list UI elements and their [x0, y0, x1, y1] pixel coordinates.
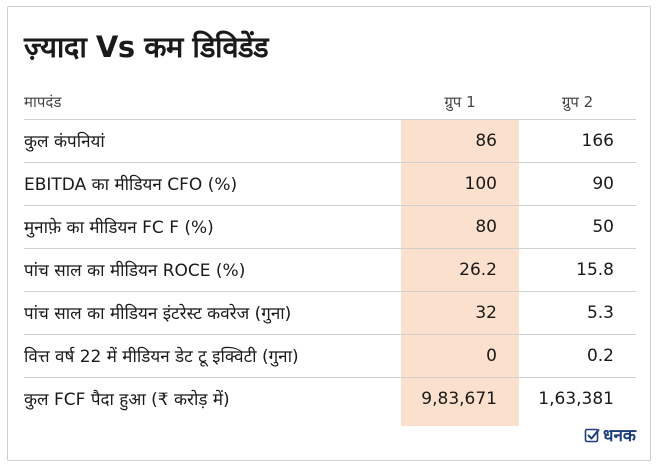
row-group1-value: 32: [401, 291, 519, 335]
row-group1-value: 86: [401, 119, 519, 163]
table-row: कुल कंपनियां 86 166: [24, 119, 636, 163]
row-group2-value: 15.8: [519, 248, 636, 292]
page-title: ज़्यादा Vs कम डिविडेंड: [24, 30, 269, 64]
row-label: मुनाफ़े का मीडियन FC F (%): [24, 205, 401, 249]
checkbox-icon: [584, 427, 600, 443]
header-group2: ग्रुप 2: [519, 86, 636, 120]
table-row: पांच साल का मीडियन इंटरेस्ट कवरेज (गुना)…: [24, 291, 636, 335]
row-group2-value: 0.2: [519, 334, 636, 378]
row-group2-value: 50: [519, 205, 636, 249]
table-row: EBITDA का मीडियन CFO (%) 100 90: [24, 162, 636, 206]
row-group2-value: 90: [519, 162, 636, 206]
row-label: कुल FCF पैदा हुआ (₹ करोड़ में): [24, 390, 230, 411]
table-row: पांच साल का मीडियन ROCE (%) 26.2 15.8: [24, 248, 636, 292]
row-group1-value: 9,83,671: [421, 388, 497, 409]
row-group2-value: 166: [519, 119, 636, 163]
row-group1-value: 26.2: [401, 248, 519, 292]
row-group2-value: 5.3: [519, 291, 636, 335]
logo-text: धनक: [603, 426, 636, 446]
table-row: कुल FCF पैदा हुआ (₹ करोड़ में) 9,83,671 …: [24, 377, 636, 420]
row-label: वित्त वर्ष 22 में मीडियन डेट टू इक्विटी …: [24, 334, 401, 378]
header-criterion: मापदंड: [24, 86, 401, 120]
row-label: कुल कंपनियां: [24, 119, 401, 163]
row-group1-value: 0: [401, 334, 519, 378]
table-row: वित्त वर्ष 22 में मीडियन डेट टू इक्विटी …: [24, 334, 636, 378]
header-group1: ग्रुप 1: [401, 86, 519, 120]
row-label: EBITDA का मीडियन CFO (%): [24, 162, 401, 206]
comparison-table: मापदंड ग्रुप 1 ग्रुप 2 कुल कंपनियां 86 1…: [24, 86, 636, 420]
row-group1-value: 80: [401, 205, 519, 249]
row-group2-value: 1,63,381: [538, 388, 614, 409]
dhanak-logo: धनक: [584, 423, 636, 446]
table-header-row: मापदंड ग्रुप 1 ग्रुप 2: [24, 86, 636, 120]
row-label: पांच साल का मीडियन इंटरेस्ट कवरेज (गुना): [24, 291, 401, 335]
table-row: मुनाफ़े का मीडियन FC F (%) 80 50: [24, 205, 636, 249]
row-label: पांच साल का मीडियन ROCE (%): [24, 248, 401, 292]
row-group1-value: 100: [401, 162, 519, 206]
table-card: ज़्यादा Vs कम डिविडेंड मापदंड ग्रुप 1 ग्…: [7, 6, 651, 461]
